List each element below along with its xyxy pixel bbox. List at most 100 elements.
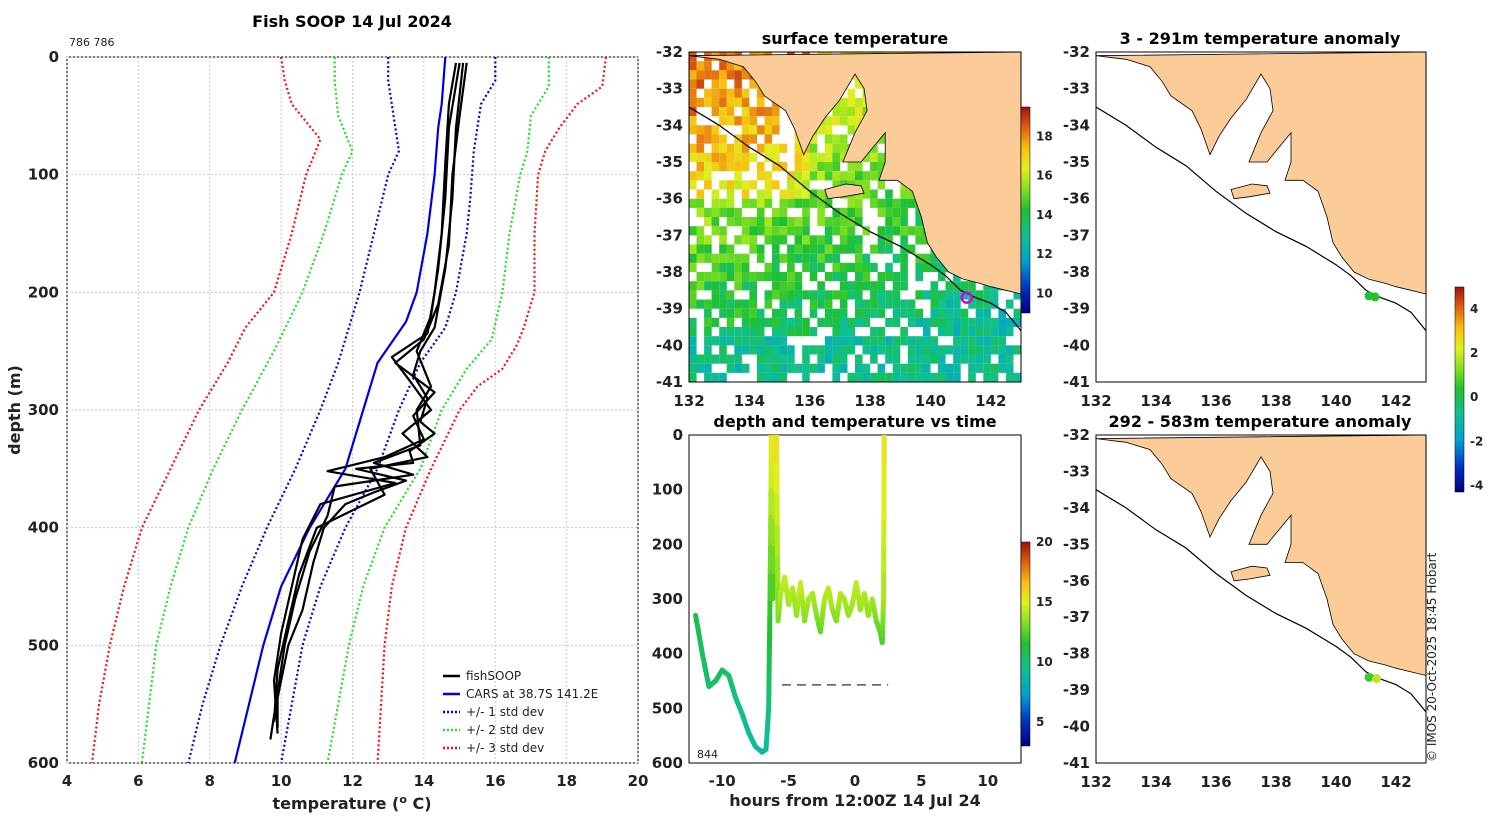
sst-cell — [809, 244, 818, 254]
sst-cell — [689, 336, 697, 346]
sst-cell — [938, 372, 946, 382]
sst-cell — [900, 363, 908, 373]
sst-cell — [968, 345, 976, 355]
sst-cell — [711, 88, 720, 98]
sst-cell — [787, 327, 795, 337]
lon-tick-label: 134 — [1140, 392, 1171, 410]
sst-cell — [862, 317, 871, 327]
sst-cell — [696, 152, 705, 162]
sst-cell — [862, 281, 871, 291]
sst-cell — [711, 336, 720, 346]
sst-cell — [839, 345, 848, 355]
lat-tick-label: -37 — [1063, 226, 1090, 244]
sst-cell — [847, 262, 856, 272]
sst-cell — [726, 207, 735, 217]
sst-cell — [938, 354, 946, 364]
sst-cell — [885, 290, 893, 300]
sst-cell — [839, 226, 848, 236]
sst-cell — [847, 327, 856, 337]
sst-cell — [900, 198, 908, 208]
sst-cell — [922, 336, 931, 346]
sst-cell — [855, 272, 863, 282]
sst-cell — [794, 272, 803, 282]
sst-cell — [764, 345, 773, 355]
sst-cell — [719, 61, 727, 71]
sst-cell — [832, 134, 840, 144]
colorbar-tick-label: 2 — [1470, 346, 1478, 360]
anomaly-shallow-panel: 3 - 291m temperature anomaly 132 134 136 13… — [1063, 29, 1483, 492]
sst-cell — [734, 79, 742, 89]
sst-cell — [990, 327, 999, 337]
sst-cell — [885, 189, 893, 199]
sst-cell — [945, 363, 954, 373]
sst-cell — [885, 372, 893, 382]
track-segment — [770, 569, 776, 602]
sst-cell — [704, 61, 712, 71]
sst-cell — [953, 354, 961, 364]
sst-cell — [711, 372, 720, 382]
sst-cell — [824, 290, 833, 300]
sst-cell — [915, 336, 923, 346]
sst-cell — [741, 152, 750, 162]
sst-cell — [953, 290, 961, 300]
sst-cell — [734, 97, 742, 107]
sst-cell — [741, 180, 750, 190]
sst-cell — [787, 281, 795, 291]
sst-cell — [772, 317, 780, 327]
sst-cell — [787, 345, 795, 355]
sst-cell — [711, 281, 720, 291]
sst-cell — [832, 345, 840, 355]
x-tick-label: 10 — [271, 772, 292, 790]
sst-cell — [892, 198, 901, 208]
sst-cell — [907, 317, 916, 327]
sst-cell — [839, 97, 848, 107]
sst-cell — [794, 152, 803, 162]
sst-cell — [756, 336, 765, 346]
sst-cell — [983, 345, 991, 355]
sst-cell — [719, 226, 727, 236]
sst-cell — [855, 244, 863, 254]
sst-cell — [855, 299, 863, 309]
sst-cell — [855, 171, 863, 181]
sst-cell — [900, 299, 908, 309]
sst-cell — [870, 162, 878, 172]
sst-cell — [839, 134, 848, 144]
sst-cell — [734, 88, 742, 98]
sst-cell — [802, 162, 810, 172]
sst-cell — [855, 308, 863, 318]
sst-cell — [832, 116, 840, 126]
sst-cell — [764, 180, 773, 190]
sst-cell — [945, 327, 954, 337]
sst-cell — [741, 162, 750, 172]
lon-tick-label: 134 — [1140, 773, 1171, 791]
sst-cell — [832, 217, 840, 227]
sst-cell — [862, 299, 871, 309]
sst-cell — [975, 345, 984, 355]
sst-cell — [953, 272, 961, 282]
sst-cell — [892, 354, 901, 364]
sst-cell — [696, 189, 705, 199]
sst-cell — [968, 317, 976, 327]
sst-cell — [741, 235, 750, 245]
sst-title: surface temperature — [762, 29, 949, 48]
lat-tick-label: -37 — [656, 226, 683, 244]
sst-cell — [802, 372, 810, 382]
sst-cell — [741, 143, 750, 153]
sst-cell — [719, 272, 727, 282]
sst-cell — [1005, 317, 1014, 327]
sst-cell — [719, 372, 727, 382]
sst-cell — [689, 290, 697, 300]
sst-cell — [847, 290, 856, 300]
sst-cell — [772, 244, 780, 254]
lon-tick-label: 136 — [1200, 392, 1231, 410]
x-tick-label: 0 — [850, 772, 860, 790]
sst-cell — [764, 134, 773, 144]
sst-cell — [779, 290, 788, 300]
sst-cell — [779, 299, 788, 309]
lat-tick-label: -35 — [656, 153, 683, 171]
sst-cell — [734, 345, 742, 355]
sst-cell — [696, 134, 705, 144]
sst-cell — [704, 336, 712, 346]
track-segment — [770, 541, 777, 575]
sst-cell — [787, 354, 795, 364]
